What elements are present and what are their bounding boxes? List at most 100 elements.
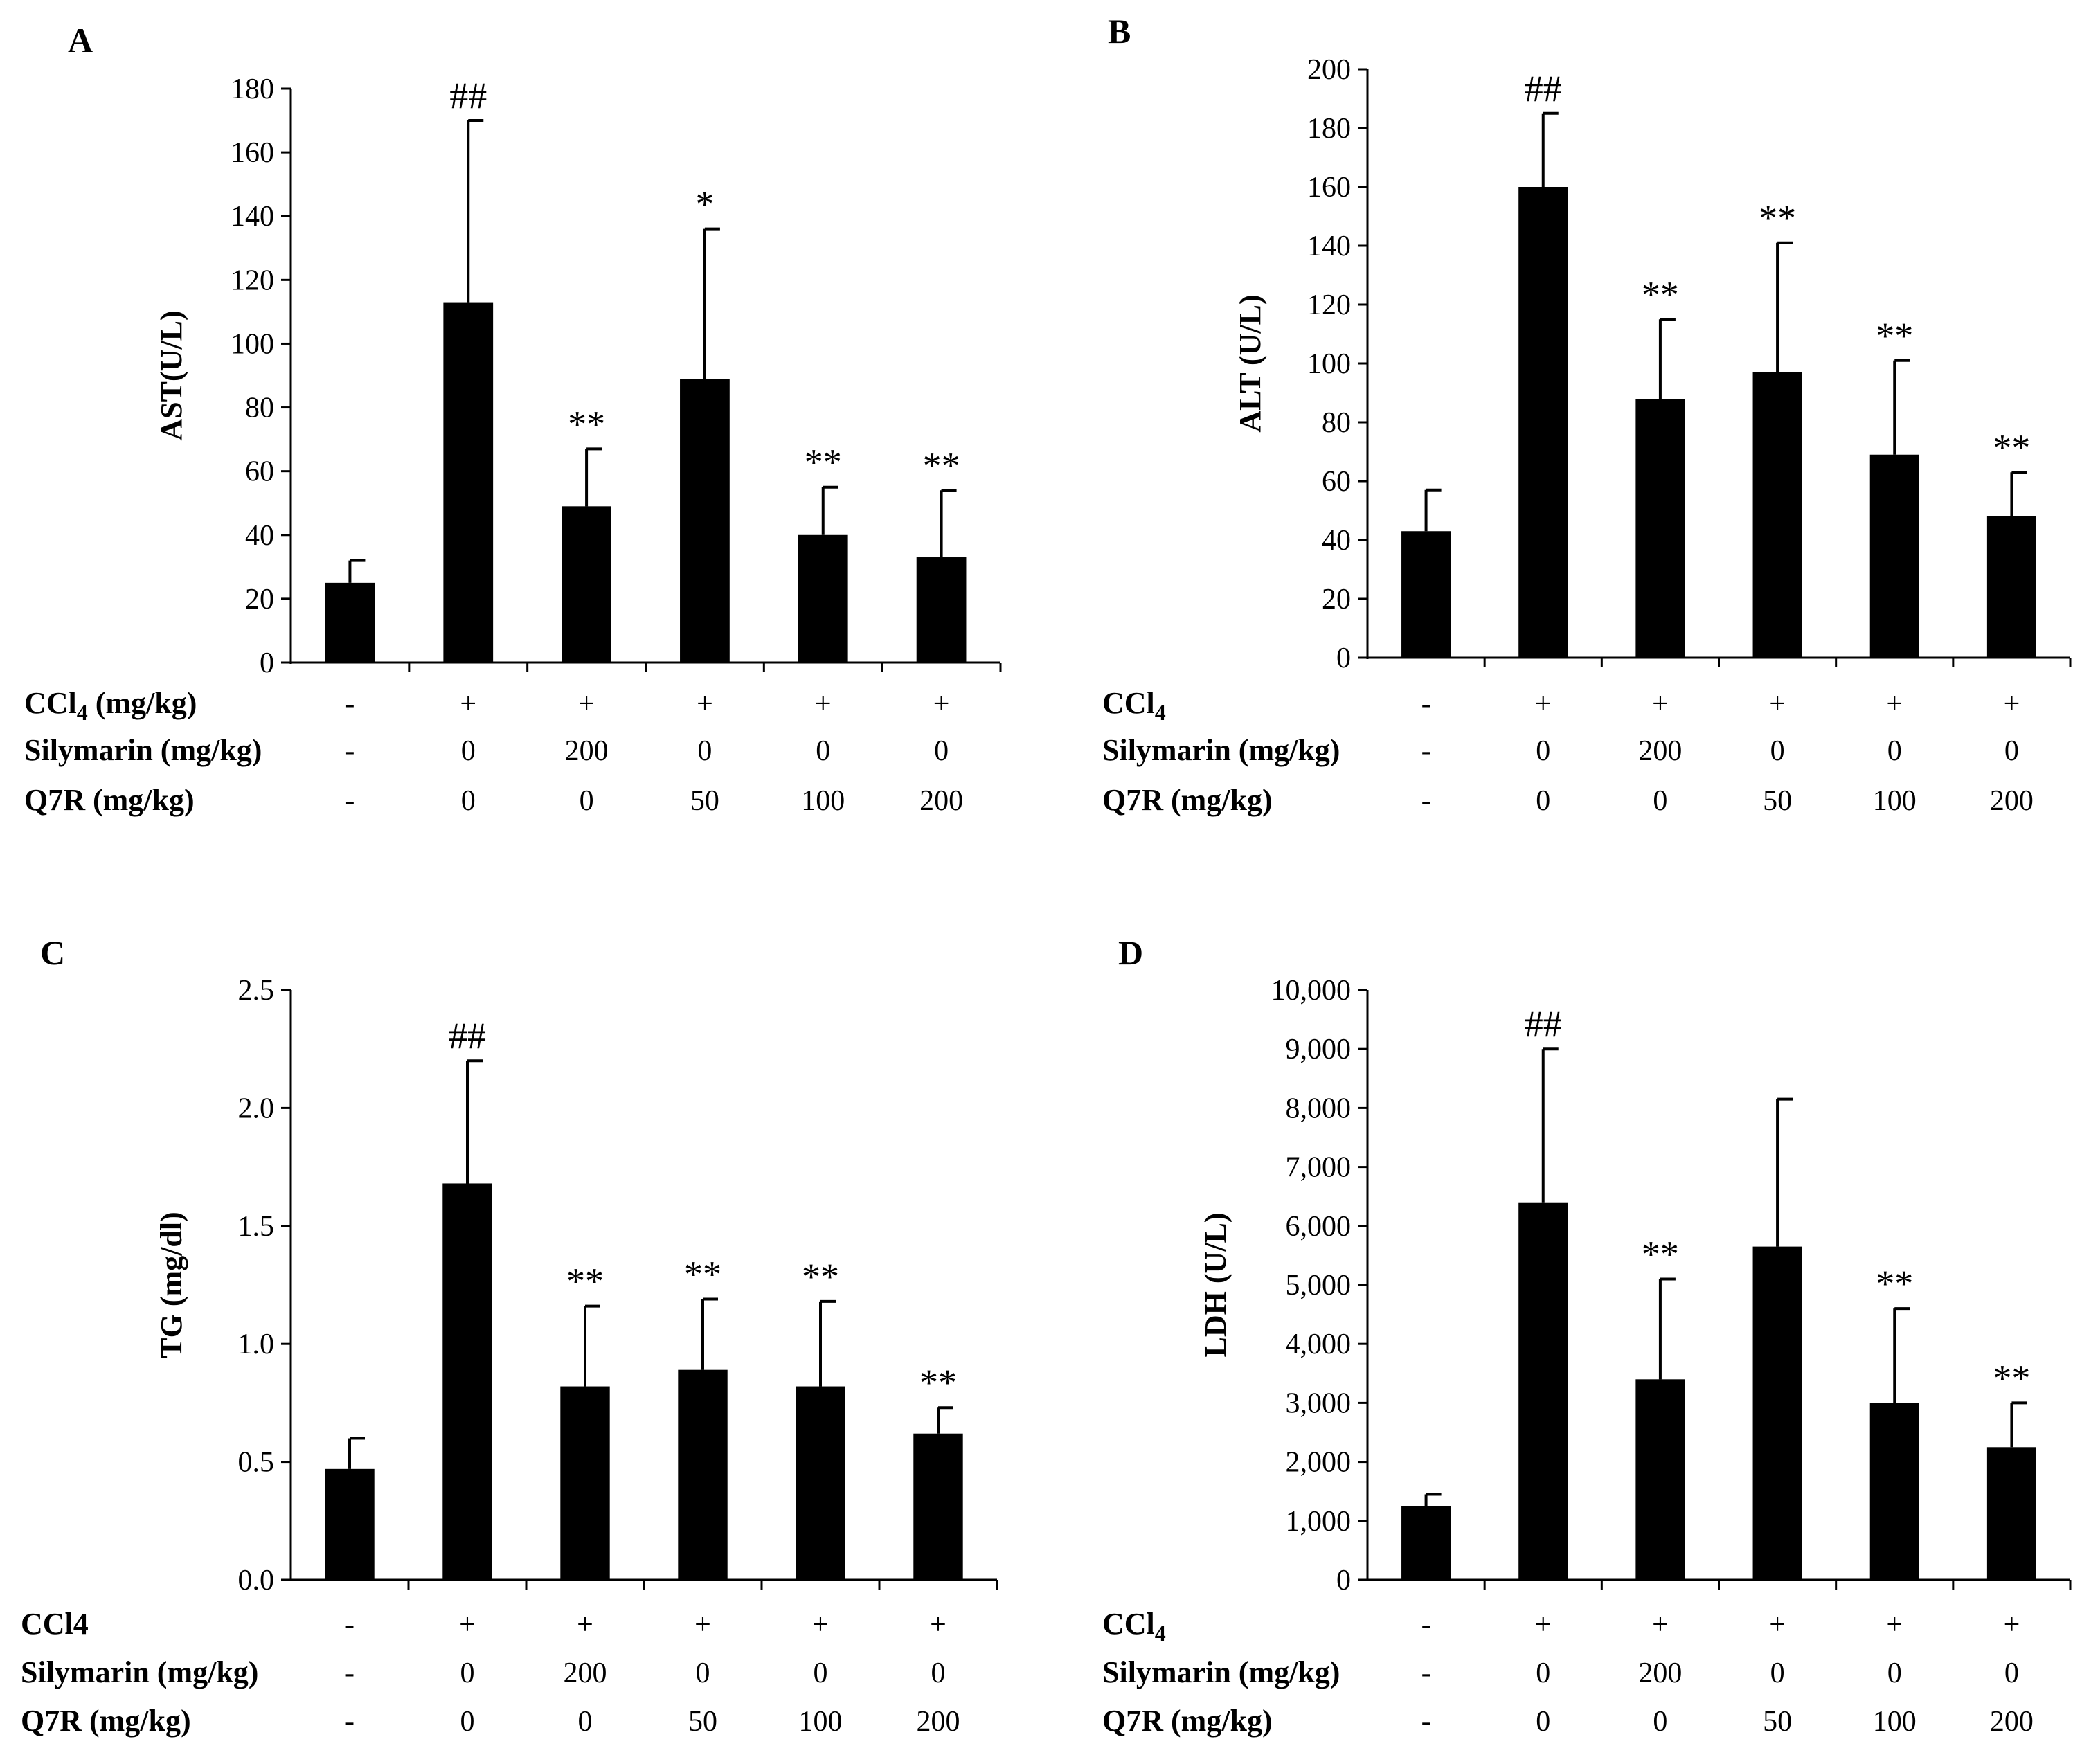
bar [1869,1403,1919,1580]
y-tick-label: 60 [245,456,274,488]
condition-row-label: CCl4 [1102,1607,1166,1646]
condition-value: 50 [688,1706,717,1738]
y-tick-label: 0.0 [238,1565,275,1596]
y-axis-label: AST(U/L) [154,310,188,440]
y-axis-label: ALT (U/L) [1233,294,1267,432]
y-tick-label: 3,000 [1286,1387,1352,1419]
condition-value: 100 [801,785,845,817]
y-tick-label: 5,000 [1286,1270,1352,1302]
y-tick-label: 140 [1307,231,1351,262]
y-tick-label: 0 [1336,642,1351,674]
bar [1401,1506,1451,1580]
condition-value: + [1886,688,1903,720]
condition-row-label: Silymarin (mg/kg) [1102,733,1340,767]
condition-value: 100 [1873,1706,1917,1738]
bar [325,582,375,663]
y-tick-label: 4,000 [1286,1329,1352,1360]
bar [1986,1447,2036,1580]
significance-label: ## [1525,1003,1562,1045]
condition-row-label: Silymarin (mg/kg) [1102,1655,1340,1689]
condition-value: + [1886,1609,1903,1641]
condition-row-label: Q7R (mg/kg) [1102,783,1273,817]
bar [1986,516,2036,658]
condition-value: + [815,688,832,720]
y-tick-label: 60 [1322,466,1351,498]
condition-row-label: CCl4 [1102,686,1166,725]
condition-value: + [930,1609,946,1641]
y-tick-label: 80 [1322,407,1351,439]
y-tick-label: 80 [245,393,274,424]
condition-value: 0 [1536,735,1550,767]
y-axis-label: TG (mg/dl) [154,1212,188,1358]
y-tick-label: 160 [231,137,274,169]
condition-value: + [933,688,950,720]
condition-value: - [1421,1706,1431,1738]
panel-letter: A [68,21,93,60]
significance-label: ** [1642,1233,1679,1275]
significance-label: ** [1759,197,1796,239]
y-tick-label: 1.5 [238,1211,275,1243]
condition-value: 0 [697,735,712,767]
condition-row-label: CCl4 [21,1607,89,1641]
significance-label: ** [1993,1357,2030,1398]
significance-label: * [695,183,714,225]
condition-value: 200 [919,785,963,817]
significance-label: ** [566,1261,604,1302]
y-tick-label: 2.0 [238,1092,275,1124]
y-tick-label: 20 [245,584,274,615]
condition-value: 200 [1638,735,1682,767]
condition-value: 50 [690,785,719,817]
y-tick-label: 1.0 [238,1329,275,1360]
y-tick-label: 9,000 [1286,1034,1352,1065]
significance-label: ** [684,1253,721,1295]
condition-value: 0 [934,735,949,767]
condition-value: 0 [2004,735,2019,767]
panel-a: A020406080100120140160180AST(U/L)##*****… [24,21,1002,817]
condition-value: 0 [1536,1706,1550,1738]
condition-value: 100 [1873,785,1917,817]
condition-value: - [345,1609,355,1641]
y-tick-label: 100 [231,328,274,360]
condition-value: + [2004,688,2020,720]
condition-value: - [1421,735,1431,767]
condition-row-label: Q7R (mg/kg) [24,783,195,817]
panel-b: B 0 20 40 60 80 100 120 140 160 180 200 ALT (U/L) ## *… [1102,12,2072,817]
condition-value: 0 [2004,1657,2019,1689]
condition-value: - [345,785,355,817]
condition-value: + [812,1609,829,1641]
condition-value: + [1535,688,1552,720]
condition-value: 0 [461,735,476,767]
condition-value: 0 [931,1657,946,1689]
panel-letter: B [1108,12,1131,51]
condition-value: + [460,688,476,720]
condition-value: 200 [1990,1706,2034,1738]
y-tick-label: 0.5 [238,1447,275,1479]
y-tick-label: 2.5 [238,975,275,1007]
bar [325,1468,375,1580]
condition-value: 0 [814,1657,828,1689]
condition-value: 0 [461,785,476,817]
condition-value: 0 [580,785,594,817]
bar [680,379,730,663]
condition-value: 0 [1653,785,1667,817]
bar [913,1433,963,1580]
condition-value: - [345,1706,355,1738]
condition-value: 200 [1990,785,2034,817]
bar [678,1369,728,1580]
y-tick-label: 120 [231,264,274,296]
condition-row-label: Silymarin (mg/kg) [24,733,262,767]
significance-label: ## [1525,68,1562,109]
significance-label: ** [568,403,605,444]
bar [1518,1202,1568,1580]
bar [442,1183,492,1580]
significance-label: ** [1876,1263,1913,1304]
condition-value: 0 [1536,1657,1550,1689]
panel-d: D 0 1,000 2,000 3,000 4,000 5,000 6,000 7,000 8,0… [1102,933,2072,1738]
condition-value: + [1652,688,1669,720]
condition-value: + [578,688,595,720]
bar [1635,399,1685,658]
condition-value: + [1769,688,1786,720]
condition-value: 200 [1638,1657,1682,1689]
condition-value: - [1421,785,1431,817]
significance-label: ** [1876,315,1913,357]
